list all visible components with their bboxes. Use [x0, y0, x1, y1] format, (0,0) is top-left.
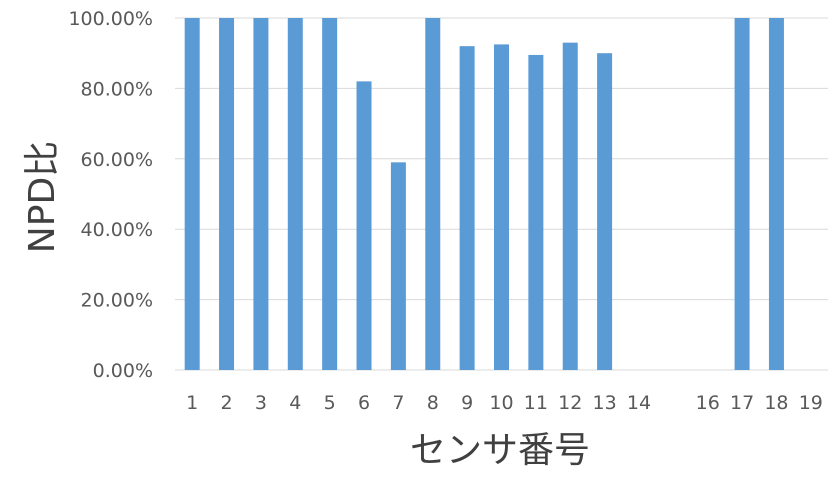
y-axis-label: NPD比 — [22, 141, 63, 253]
bar — [562, 42, 578, 370]
bar — [768, 18, 784, 370]
y-tick-label: 80.00% — [81, 78, 153, 100]
x-axis-label: センサ番号 — [410, 430, 590, 471]
x-tick-label: 4 — [289, 392, 301, 414]
bar — [425, 18, 441, 370]
bar — [253, 18, 269, 370]
x-tick-label: 5 — [324, 392, 336, 414]
y-tick-label: 0.00% — [93, 360, 153, 382]
y-tick-label: 100.00% — [68, 8, 153, 30]
x-tick-label: 12 — [558, 392, 582, 414]
x-tick-label: 10 — [489, 392, 513, 414]
y-tick-label: 20.00% — [81, 290, 153, 312]
x-tick-label: 16 — [696, 392, 720, 414]
x-tick-label: 8 — [427, 392, 439, 414]
bar — [528, 54, 544, 371]
bar — [184, 18, 200, 370]
x-tick-label: 18 — [764, 392, 788, 414]
x-tick-label: 3 — [255, 392, 267, 414]
x-tick-label: 14 — [627, 392, 651, 414]
bars — [184, 18, 784, 371]
bar — [734, 18, 750, 370]
bar — [494, 44, 509, 371]
bar — [597, 53, 613, 370]
y-tick-label: 60.00% — [81, 149, 153, 171]
x-tick-label: 11 — [524, 392, 548, 414]
y-tick-label: 40.00% — [81, 219, 153, 241]
bar — [219, 18, 235, 370]
bar — [322, 18, 338, 370]
y-axis-ticks: 0.00% 20.00% 40.00% 60.00% 80.00% 100.00% — [68, 8, 153, 382]
x-axis-ticks: 1 2 3 4 5 6 7 8 9 10 11 12 13 14 16 17 18 19 — [186, 392, 823, 414]
x-tick-label: 19 — [799, 392, 823, 414]
x-tick-label: 6 — [358, 392, 370, 414]
bar — [287, 18, 303, 370]
x-tick-label: 9 — [461, 392, 473, 414]
bar — [356, 81, 372, 371]
x-tick-label: 1 — [186, 392, 198, 414]
x-tick-label: 13 — [593, 392, 617, 414]
x-tick-label: 7 — [392, 392, 404, 414]
x-tick-label: 2 — [221, 392, 233, 414]
bar — [390, 162, 406, 370]
bar — [459, 46, 475, 370]
x-tick-label: 17 — [730, 392, 754, 414]
